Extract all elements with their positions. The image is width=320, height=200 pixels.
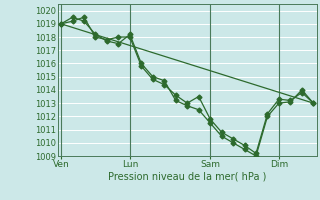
X-axis label: Pression niveau de la mer( hPa ): Pression niveau de la mer( hPa ) (108, 172, 266, 182)
